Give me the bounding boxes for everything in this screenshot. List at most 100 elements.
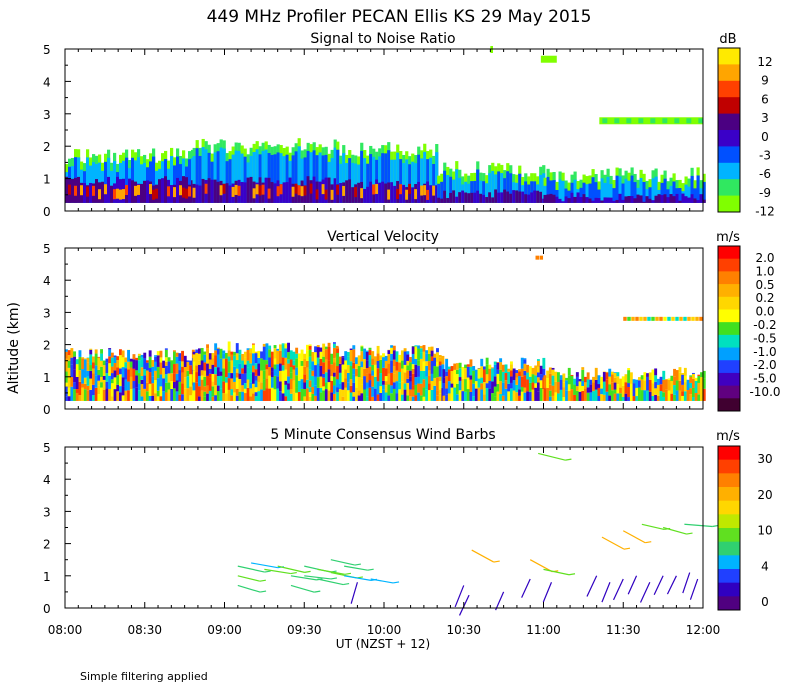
vv-cell: [450, 366, 454, 372]
vv-cell: [89, 378, 93, 385]
vv-cell: [526, 364, 530, 373]
snr-cell: [627, 196, 631, 203]
vv-cell: [143, 388, 147, 401]
vv-cell: [349, 349, 353, 362]
snr-cell: [134, 185, 137, 196]
vv-cell: [110, 383, 114, 397]
snr-cell: [80, 185, 83, 196]
vv-cell: [89, 349, 93, 355]
vv-cell: [175, 352, 179, 357]
vv-cell: [316, 377, 320, 388]
vv-elevated-cell: [663, 316, 667, 321]
vv-cell: [200, 396, 204, 401]
snr-cell: [294, 183, 298, 194]
vv-cell: [384, 360, 388, 369]
vv-cell: [322, 377, 326, 387]
vv-cell: [300, 379, 304, 389]
vv-cell: [211, 381, 215, 387]
vv-cell: [403, 389, 407, 401]
vv-cell: [314, 376, 317, 386]
vv-cell: [206, 385, 209, 394]
vv-cell: [189, 395, 193, 401]
vv-cell: [341, 389, 345, 397]
vv-cell: [65, 396, 68, 401]
vv-cell: [436, 366, 439, 378]
vv-cell: [83, 359, 87, 371]
vv-cell: [94, 353, 98, 366]
vv-cell: [611, 390, 614, 401]
vv-cell: [102, 360, 106, 366]
vv-cell: [295, 358, 299, 368]
vv-cell: [469, 359, 473, 367]
vv-cell: [257, 357, 261, 364]
vv-cell: [390, 360, 394, 373]
vv-cell: [308, 392, 312, 397]
vv-cell: [546, 387, 550, 401]
snr-cell: [648, 187, 652, 203]
vv-cell: [675, 370, 679, 381]
vv-cell: [183, 367, 187, 378]
vv-cell: [70, 357, 74, 365]
vv-cell: [287, 376, 290, 384]
vv-cell: [270, 377, 274, 388]
vv-cell: [268, 357, 272, 368]
vv-cell: [292, 380, 296, 393]
vv-cell: [132, 368, 136, 381]
vv-cell: [395, 361, 399, 371]
vv-cell: [419, 348, 423, 353]
vv-cell: [409, 381, 412, 390]
snr-cell: [125, 157, 129, 203]
snr-cell: [360, 188, 364, 199]
vv-cell: [67, 379, 71, 388]
vv-cell: [605, 372, 609, 380]
vv-cell: [100, 360, 103, 367]
vv-cell: [270, 387, 274, 401]
snr-cell: [491, 197, 495, 203]
vv-cell: [425, 365, 429, 377]
vv-cell: [357, 355, 361, 366]
vv-cell: [100, 366, 103, 377]
snr-cell: [179, 185, 182, 196]
colorbar-swatch: [718, 500, 740, 515]
vv-cell: [411, 389, 415, 397]
vv-cell: [436, 352, 439, 362]
snr-cell: [582, 194, 586, 203]
vv-cell: [238, 378, 242, 392]
vv-cell: [167, 357, 171, 362]
vv-cell: [200, 379, 204, 391]
vv-cell: [419, 395, 423, 401]
vv-cell: [287, 359, 290, 364]
vv-cell: [137, 355, 141, 361]
vv-cell: [108, 348, 112, 350]
snr-cell: [399, 184, 403, 195]
vv-cell: [108, 356, 112, 364]
vv-cell: [376, 381, 380, 395]
snr-cell: [240, 181, 244, 203]
vv-cell: [673, 376, 676, 386]
snr-cell: [500, 173, 504, 203]
vv-cell: [562, 373, 566, 383]
vv-cell: [523, 363, 527, 371]
vv-cell: [249, 373, 253, 383]
vv-cell: [65, 349, 68, 352]
snr-cell: [363, 188, 367, 203]
vv-cell: [346, 390, 350, 401]
vv-cell: [175, 363, 179, 374]
vv-cell: [279, 363, 282, 371]
x-tick-label: 09:00: [207, 623, 242, 637]
vv-cell: [605, 379, 609, 392]
vv-cell: [438, 376, 442, 382]
vv-cell: [192, 354, 196, 362]
snr-cell: [213, 179, 217, 203]
snr-cell: [650, 118, 656, 124]
vv-cell: [589, 392, 593, 401]
vv-cell: [156, 351, 160, 356]
vv-cell: [254, 351, 258, 354]
vv-cell: [670, 393, 674, 401]
vv-cell: [135, 387, 139, 401]
vv-cell: [192, 390, 196, 401]
vv-cell: [411, 353, 415, 365]
vv-cell: [387, 395, 391, 401]
vv-cell: [539, 387, 543, 401]
snr-cell: [261, 184, 265, 195]
